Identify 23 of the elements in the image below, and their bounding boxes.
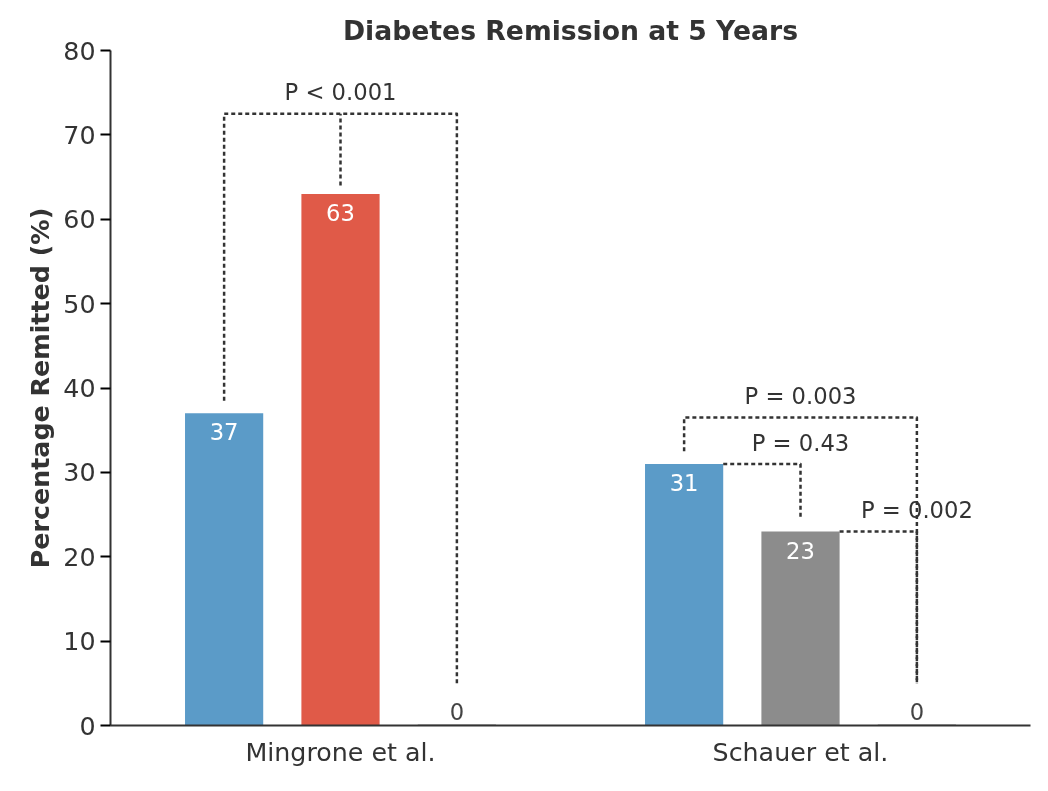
y-tick-label: 60 <box>63 204 96 235</box>
y-tick-label: 50 <box>63 288 96 319</box>
x-tick-label: Mingrone et al. <box>245 736 436 767</box>
y-tick-label: 0 <box>79 710 96 741</box>
data-label: 37 <box>209 419 239 446</box>
y-tick-label: 30 <box>63 457 96 488</box>
y-axis-title: Percentage Remitted (%) <box>25 207 56 569</box>
data-label: 0 <box>449 699 465 726</box>
y-tick-label: 70 <box>63 119 96 150</box>
x-tick-label: Schauer et al. <box>712 736 889 767</box>
y-tick-label: 40 <box>63 373 96 403</box>
chart-title: Diabetes Remission at 5 Years <box>342 14 799 46</box>
annotation: P = 0.002 <box>860 497 973 523</box>
annotation: P < 0.001 <box>284 79 397 106</box>
data-label: 63 <box>326 200 355 227</box>
data-label: 0 <box>909 699 925 726</box>
y-tick-label: 20 <box>63 541 96 572</box>
annotation: P = 0.003 <box>744 383 857 410</box>
y-tick-label: 80 <box>63 35 96 66</box>
y-tick-label: 10 <box>63 626 96 657</box>
data-label: 31 <box>669 470 699 497</box>
data-label: 23 <box>786 537 815 564</box>
annotation: P = 0.43 <box>751 429 850 456</box>
